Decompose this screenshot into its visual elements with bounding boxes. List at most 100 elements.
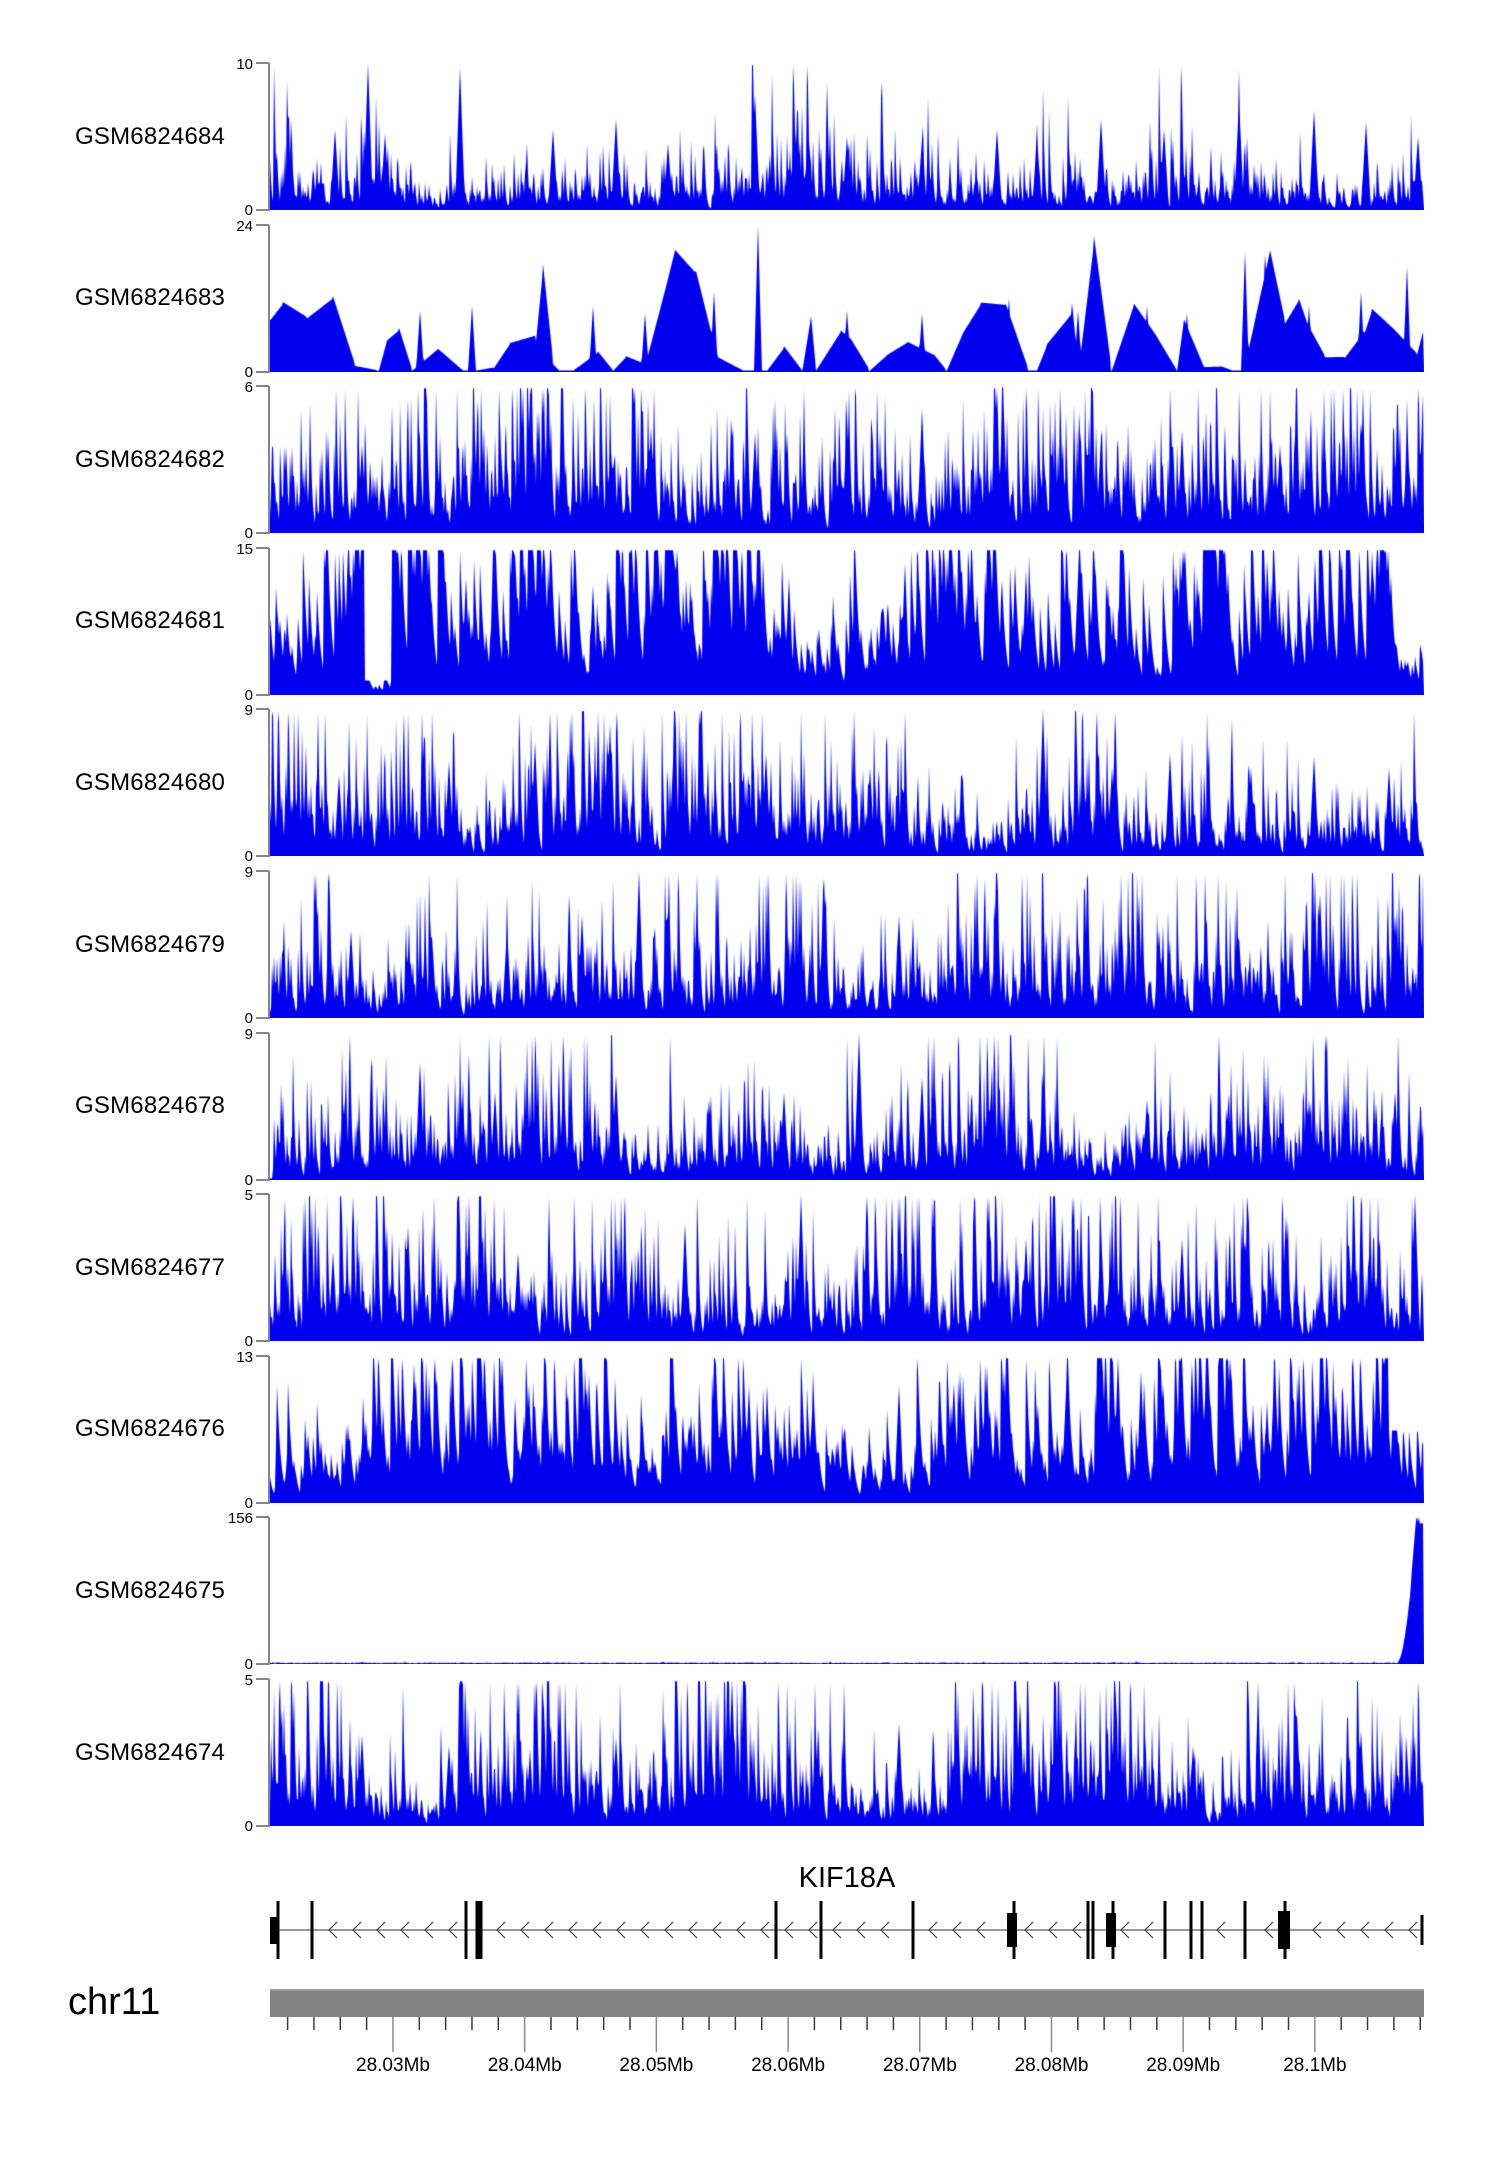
strand-arrow-left-icon: [448, 1921, 458, 1939]
strand-arrow-left-icon: [760, 1921, 770, 1939]
exon-bar: [1189, 1901, 1193, 1959]
y-axis-line: [268, 709, 270, 858]
y-axis-max-label: 9: [244, 702, 253, 720]
y-axis-tick: [256, 1678, 269, 1680]
y-axis-tick: [256, 1825, 269, 1827]
y-axis-line: [268, 386, 270, 535]
y-axis-max-label: 15: [236, 540, 253, 558]
y-axis-zero-label: 0: [244, 1818, 253, 1835]
y-axis-tick: [256, 870, 269, 872]
strand-arrow-left-icon: [832, 1921, 842, 1939]
coverage-signal-plot: [270, 871, 1424, 1018]
strand-arrow-left-icon: [1072, 1921, 1082, 1939]
strand-arrow-left-icon: [1264, 1921, 1274, 1939]
y-axis-tick: [256, 1516, 269, 1519]
exon-bar: [819, 1901, 823, 1959]
track-label: GSM6824683: [75, 284, 226, 312]
y-axis-zero-label: 0: [244, 1171, 253, 1189]
track-label: GSM6824681: [75, 607, 226, 635]
strand-arrow-left-icon: [1120, 1921, 1130, 1939]
exon-bar: [310, 1901, 314, 1959]
track-label: GSM6824679: [75, 930, 226, 958]
strand-arrow-left-icon: [1360, 1921, 1370, 1939]
y-axis-zero-label: 0: [244, 1010, 253, 1027]
y-axis-max-label: 10: [236, 56, 253, 73]
y-axis-tick: [256, 1193, 269, 1196]
coverage-signal-plot: [270, 1679, 1424, 1826]
ruler-tick-label: 28.04Mb: [487, 2055, 562, 2076]
coverage-signal-plot: [270, 1517, 1424, 1665]
y-axis-tick: [256, 532, 269, 535]
y-axis-max-label: 5: [244, 1672, 253, 1689]
coverage-signal-plot: [270, 1355, 1424, 1503]
strand-arrow-left-icon: [1336, 1921, 1346, 1939]
strand-arrow-left-icon: [808, 1921, 818, 1939]
y-axis-tick: [256, 1354, 269, 1357]
y-axis-zero-label: 0: [244, 363, 253, 381]
exon-bar: [1091, 1901, 1095, 1959]
y-axis-tick: [256, 1017, 269, 1019]
track-label: GSM6824677: [75, 1253, 226, 1281]
chromosome-bar: [270, 1989, 1424, 2017]
y-axis-line: [268, 1032, 270, 1181]
gene-track: KIF18A: [0, 1858, 1500, 1978]
y-axis-max-label: 9: [244, 1025, 253, 1043]
y-axis-line: [268, 871, 270, 1019]
coverage-signal-plot: [270, 1032, 1424, 1180]
exon-box: [270, 1917, 279, 1944]
exon-bar: [1163, 1901, 1167, 1959]
ruler-tick-label: 28.03Mb: [356, 2055, 430, 2076]
y-axis-zero-label: 0: [244, 1494, 253, 1512]
y-axis-max-label: 13: [236, 1348, 253, 1366]
strand-arrow-left-icon: [1312, 1921, 1322, 1939]
gene-model-svg: [270, 1901, 1424, 1959]
exon-bar: [464, 1901, 468, 1959]
y-axis-tick: [256, 223, 269, 226]
track-label: GSM6824674: [75, 1738, 226, 1766]
y-axis-max-label: 6: [244, 379, 253, 397]
strand-arrow-left-icon: [1408, 1921, 1418, 1939]
y-axis-tick: [256, 385, 269, 388]
ruler-tick-label: 28.09Mb: [1146, 2055, 1221, 2076]
coverage-signal-plot: [270, 547, 1424, 695]
y-axis-zero-label: 0: [244, 1333, 253, 1351]
strand-arrow-left-icon: [976, 1921, 986, 1939]
y-axis-zero-label: 0: [244, 1656, 253, 1674]
chromosome-label: chr11: [68, 1981, 161, 2023]
strand-arrow-left-icon: [400, 1921, 410, 1939]
y-axis-max-label: 5: [244, 1187, 253, 1205]
exon-box: [1106, 1913, 1116, 1947]
exon-bar: [1200, 1901, 1204, 1959]
strand-arrow-left-icon: [952, 1921, 962, 1939]
strand-arrow-left-icon: [856, 1921, 866, 1939]
y-axis-max-label: 24: [236, 217, 253, 235]
strand-arrow-left-icon: [1384, 1921, 1394, 1939]
y-axis-line: [268, 1194, 270, 1343]
strand-arrow-left-icon: [376, 1921, 386, 1939]
exon-bar: [774, 1901, 778, 1959]
coverage-signal-plot: [270, 709, 1424, 857]
ruler-tick-label: 28.06Mb: [751, 2055, 826, 2076]
coverage-signal-plot: [270, 1194, 1424, 1342]
y-axis-zero-label: 0: [244, 525, 253, 543]
ruler-tick-label: 28.08Mb: [1014, 2055, 1089, 2076]
strand-arrow-left-icon: [616, 1921, 626, 1939]
exon-bar: [911, 1901, 915, 1959]
coverage-signal-plot: [270, 63, 1424, 210]
y-axis-tick: [256, 855, 269, 858]
y-axis-tick: [256, 62, 269, 64]
strand-arrow-left-icon: [688, 1921, 698, 1939]
track-label: GSM6824682: [75, 445, 226, 473]
chromosome-ruler: chr11 28.03Mb 28.04Mb 28.05Mb 28.06Mb 28.07M…: [0, 1975, 1500, 2105]
strand-arrow-left-icon: [928, 1921, 938, 1939]
strand-arrow-left-icon: [1216, 1921, 1226, 1939]
strand-arrow-left-icon: [328, 1921, 338, 1939]
strand-arrow-left-icon: [520, 1921, 530, 1939]
y-axis-zero-label: 0: [244, 686, 253, 704]
track-label: GSM6824676: [75, 1415, 226, 1443]
ruler-tick-label: 28.07Mb: [882, 2055, 957, 2076]
y-axis-tick: [256, 1340, 269, 1343]
exon-box: [475, 1901, 483, 1959]
ruler-tick-label: 28.1Mb: [1283, 2055, 1347, 2076]
strand-arrow-left-icon: [784, 1921, 794, 1939]
